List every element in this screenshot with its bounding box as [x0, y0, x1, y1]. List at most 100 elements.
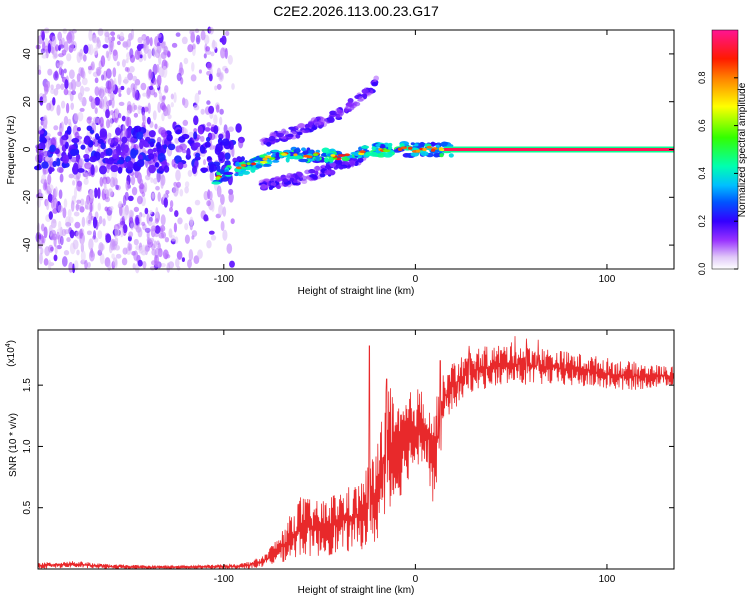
noise-blob: [175, 32, 181, 37]
tone-track-blob: [321, 147, 330, 154]
noise-blob: [103, 29, 110, 38]
band-blob: [116, 159, 124, 165]
noise-blob: [173, 92, 177, 103]
snr-multiplier-base: (x10: [6, 347, 17, 367]
band-blob: [178, 136, 186, 143]
noise-blob: [194, 92, 200, 105]
noise-blob: [154, 225, 161, 234]
noise-blob: [124, 191, 129, 201]
noise-blob: [50, 246, 54, 252]
noise-blob: [44, 37, 49, 48]
noise-blob: [208, 230, 215, 235]
noise-blob: [144, 106, 149, 112]
noise-blob: [131, 186, 138, 196]
noise-blob: [220, 47, 226, 59]
y-tick-label: 40: [22, 48, 33, 60]
noise-blob: [77, 111, 84, 122]
band-blob: [152, 147, 158, 153]
lower-branch-blob: [350, 161, 355, 168]
band-blob: [122, 146, 131, 157]
band-blob: [206, 136, 211, 143]
band-blob: [157, 152, 166, 163]
lower-branch-blob: [289, 177, 295, 182]
band-blob: [195, 152, 201, 158]
noise-blob: [205, 46, 211, 52]
noise-blob: [122, 247, 128, 255]
noise-blob: [67, 208, 72, 218]
noise-blob: [62, 207, 67, 219]
tone-track-blob: [250, 158, 257, 161]
noise-blob: [56, 244, 62, 250]
noise-blob: [206, 122, 212, 127]
noise-blob: [130, 175, 136, 186]
svg-text:(x104): (x104): [5, 340, 17, 367]
noise-blob: [183, 98, 189, 109]
upper-branch-blob: [280, 135, 287, 140]
noise-blob: [42, 124, 48, 130]
tone-track-blob: [448, 153, 454, 158]
noise-blob: [134, 92, 141, 101]
noise-blob: [133, 238, 139, 246]
noise-blob: [209, 170, 214, 182]
noise-blob: [148, 69, 152, 79]
noise-blob: [219, 108, 224, 115]
noise-blob: [87, 65, 92, 71]
noise-blob: [173, 222, 178, 233]
noise-blob: [165, 108, 170, 117]
noise-blob: [203, 190, 209, 201]
noise-blob: [194, 28, 200, 34]
noise-blob: [46, 102, 52, 111]
noise-blob: [98, 215, 103, 225]
tone-track-blob: [242, 170, 251, 175]
noise-blob: [160, 262, 166, 268]
noise-blob: [163, 197, 168, 208]
y-tick-label: 1.0: [22, 439, 33, 453]
y-tick-label: 1.5: [22, 378, 33, 392]
noise-blob: [92, 216, 98, 229]
band-blob: [66, 125, 72, 135]
lower-branch-blob: [282, 178, 289, 183]
noise-blob: [220, 193, 225, 206]
noise-blob: [191, 61, 195, 72]
x-tick-label: 0: [413, 574, 419, 585]
tone-peak-blob: [259, 160, 268, 164]
noise-blob: [69, 229, 75, 239]
band-blob: [36, 163, 41, 169]
noise-blob: [114, 244, 120, 251]
noise-blob: [142, 92, 147, 97]
tone-track-blob: [387, 145, 393, 150]
noise-blob: [160, 177, 164, 189]
tone-peak-blob: [281, 153, 288, 156]
noise-blob: [94, 187, 98, 199]
noise-blob: [117, 87, 122, 94]
upper-branch-blob: [327, 117, 335, 123]
noise-blob: [56, 62, 63, 68]
noise-blob: [114, 107, 119, 119]
noise-blob: [88, 238, 94, 251]
noise-blob: [99, 176, 104, 187]
band-blob: [89, 129, 95, 134]
noise-blob: [101, 74, 105, 81]
noise-blob: [124, 76, 129, 85]
noise-blob: [97, 230, 103, 239]
band-blob: [221, 138, 230, 147]
y-tick-label: 0: [22, 146, 33, 152]
tone-track-blob: [388, 142, 393, 147]
noise-blob: [227, 54, 233, 65]
band-blob: [69, 148, 78, 157]
upper-branch-blob: [276, 132, 285, 138]
noise-blob: [42, 97, 48, 104]
noise-blob: [146, 116, 151, 125]
band-blob: [117, 166, 123, 174]
snr-x-ticks: -100 0 100: [214, 330, 616, 585]
noise-blob: [132, 263, 136, 270]
lower-branch-blob: [313, 165, 321, 172]
snr-y-ticks: 0.5 1.0 1.5: [22, 378, 674, 515]
noise-blob: [169, 200, 174, 209]
noise-blob: [118, 92, 122, 98]
noise-blob: [155, 185, 160, 191]
noise-blob: [51, 219, 57, 224]
noise-blob: [84, 204, 89, 210]
noise-blob: [133, 112, 139, 118]
noise-blob: [110, 31, 116, 37]
